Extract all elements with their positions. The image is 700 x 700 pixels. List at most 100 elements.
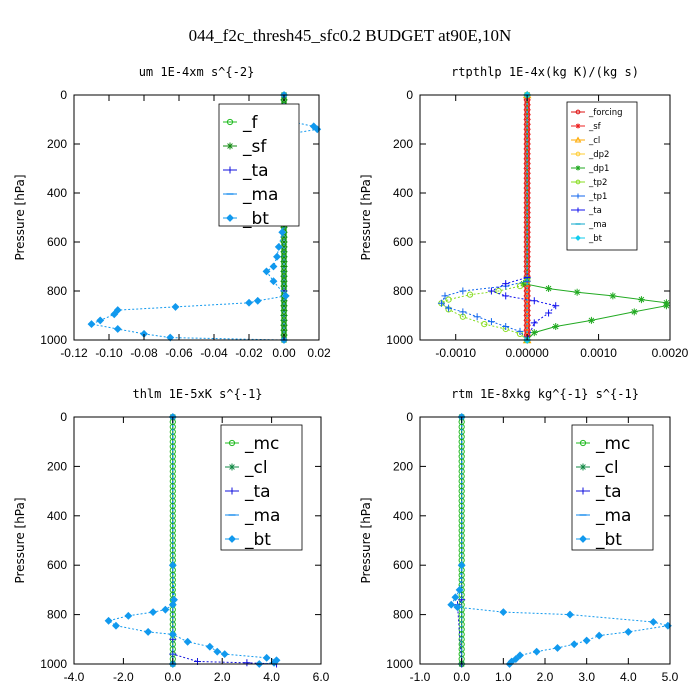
- figure-title: 044_f2c_thresh45_sfc0.2 BUDGET at90E,10N: [189, 26, 512, 45]
- y-tick-label: 600: [47, 235, 67, 249]
- legend-marker: [579, 535, 587, 543]
- data-point: [481, 320, 488, 328]
- data-point: [511, 655, 520, 663]
- data-point: [466, 291, 474, 298]
- x-tick-label: -0.02: [235, 346, 263, 360]
- legend-label: _tp2: [588, 178, 607, 188]
- legend-label: _mc: [595, 434, 630, 454]
- y-tick-label: 800: [47, 284, 67, 298]
- x-tick-label: -1.0: [410, 670, 431, 684]
- data-point: [280, 238, 288, 246]
- data-point: [453, 603, 462, 612]
- legend-label: _ma: [588, 220, 607, 230]
- data-point: [473, 313, 481, 321]
- legend: _mc _cl _ta _ma _bt: [571, 424, 654, 551]
- legend-label: _ta: [595, 482, 622, 502]
- legend-marker: [226, 118, 234, 126]
- x-tick-label: -0.06: [165, 346, 193, 360]
- legend-label: _bt: [595, 530, 622, 550]
- data-point: [499, 608, 508, 617]
- x-tick-label: 0.00000: [505, 346, 549, 360]
- data-point: [624, 627, 633, 636]
- x-tick-label: 0.02: [307, 346, 331, 360]
- legend-label: _cl: [244, 458, 268, 478]
- data-point: [110, 310, 119, 319]
- data-point: [243, 659, 251, 667]
- data-point: [570, 640, 579, 649]
- data-point: [532, 647, 541, 656]
- y-tick-label: 200: [393, 137, 413, 151]
- data-point: [280, 233, 288, 241]
- legend-marker: [575, 179, 581, 185]
- legend-label: _ta: [244, 482, 271, 502]
- series-line: [490, 95, 557, 341]
- data-point: [545, 285, 553, 293]
- x-tick-label: -0.0010: [435, 346, 476, 360]
- x-tick-label: -0.10: [95, 346, 123, 360]
- x-tick-label: 2.0: [214, 670, 231, 684]
- legend-label: _ma: [595, 506, 631, 526]
- legend-box: [218, 103, 300, 227]
- data-point: [502, 280, 510, 288]
- legend-marker: [228, 439, 236, 447]
- y-tick-label: 200: [47, 459, 67, 473]
- data-point: [280, 326, 288, 334]
- data-point: [520, 280, 528, 288]
- legend-marker: [575, 123, 581, 129]
- data-point: [124, 611, 133, 620]
- data-point: [582, 636, 591, 645]
- plot-frame: [73, 94, 320, 341]
- data-point: [183, 637, 192, 646]
- data-point: [113, 306, 122, 315]
- data-point: [545, 309, 553, 317]
- legend-marker: [579, 463, 587, 471]
- data-point: [445, 296, 452, 303]
- legend-marker: [575, 151, 581, 157]
- series-line: [440, 95, 528, 341]
- data-point: [516, 651, 524, 660]
- data-point: [587, 316, 595, 324]
- legend-label: _dp2: [588, 150, 609, 160]
- plot-frame: [419, 94, 671, 341]
- data-point: [637, 296, 645, 304]
- x-tick-label: 0.0010: [580, 346, 617, 360]
- data-point: [168, 630, 177, 639]
- data-point: [459, 287, 467, 295]
- legend: _mc _cl _ta _ma _bt: [220, 424, 303, 551]
- series-tp2: [438, 91, 531, 344]
- legend-marker: [226, 142, 234, 150]
- data-point: [280, 263, 288, 270]
- data-point: [280, 277, 288, 285]
- data-point: [280, 258, 288, 266]
- series-ta: [487, 91, 560, 344]
- y-tick-label: 800: [47, 608, 67, 622]
- data-point: [104, 616, 113, 625]
- data-point: [573, 288, 581, 296]
- chart-panel-1: um 1E-4xm s^{-2} Pressure [hPa] -0.12 -0.10…: [13, 65, 331, 360]
- data-point: [269, 262, 278, 271]
- data-point: [280, 321, 288, 329]
- data-point: [455, 585, 464, 594]
- x-tick-label: 0.0: [164, 670, 181, 684]
- series-bt: [447, 413, 672, 668]
- data-point: [278, 228, 287, 237]
- data-point: [502, 292, 510, 300]
- x-tick-label: 4.0: [263, 670, 280, 684]
- y-tick-label: 400: [393, 186, 413, 200]
- y-tick-label: 600: [393, 235, 413, 249]
- series-group: [447, 413, 672, 668]
- x-tick-label: -4.0: [64, 670, 85, 684]
- data-point: [487, 287, 495, 295]
- legend-label: _tp1: [588, 192, 607, 202]
- y-tick-label: 200: [47, 137, 67, 151]
- data-point: [552, 302, 560, 310]
- data-point: [566, 610, 574, 619]
- data-point: [530, 297, 538, 305]
- legend-marker: [228, 535, 236, 543]
- data-point: [595, 631, 604, 640]
- legend-label: _sf: [242, 137, 267, 157]
- data-point: [262, 267, 271, 276]
- y-tick-label: 800: [393, 608, 413, 622]
- data-point: [451, 593, 460, 602]
- data-point: [516, 327, 524, 335]
